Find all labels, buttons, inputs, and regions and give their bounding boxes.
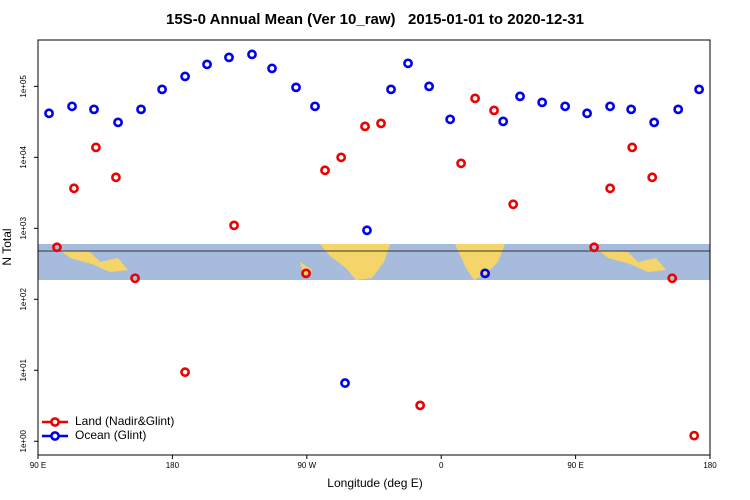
point [247, 49, 257, 60]
legend-label: Land (Nadir&Glint) [75, 414, 174, 428]
chart-title: 15S-0 Annual Mean (Ver 10_raw) 2015-01-0… [166, 11, 584, 28]
point [470, 93, 480, 104]
point [89, 104, 99, 115]
point [694, 84, 704, 95]
point [386, 84, 396, 95]
legend-label: Ocean (Glint) [75, 428, 146, 442]
x-axis-label: Longitude (deg E) [327, 476, 422, 490]
point [498, 116, 509, 127]
y-axis-label: N Total [0, 228, 14, 265]
point [336, 152, 347, 163]
legend-marker [50, 417, 60, 427]
y-tick-label: 1e+02 [19, 288, 28, 311]
point [537, 97, 548, 108]
point [157, 84, 167, 95]
point [689, 430, 700, 441]
plot-frame [37, 39, 711, 456]
legend-marker [50, 431, 60, 441]
point [647, 172, 658, 183]
x-tick-label: 180 [166, 461, 180, 470]
point [605, 101, 615, 112]
point [291, 82, 301, 93]
point [229, 220, 239, 231]
x-tick-label: 90 E [567, 461, 583, 470]
point [267, 63, 277, 74]
point [130, 273, 140, 284]
point [376, 118, 386, 129]
point [480, 268, 491, 279]
point [627, 142, 638, 153]
point [91, 142, 101, 153]
x-tick-label: 90 W [297, 461, 316, 470]
y-tick-label: 1e+01 [19, 358, 28, 381]
point [403, 58, 413, 69]
point [224, 52, 234, 63]
point [362, 225, 372, 236]
y-tick-label: 1e+05 [19, 75, 28, 98]
point [310, 101, 320, 112]
point [445, 114, 456, 125]
point [560, 101, 571, 112]
land-shapes [60, 244, 666, 280]
point [582, 108, 592, 119]
point [52, 242, 62, 253]
point [136, 104, 146, 115]
point [589, 242, 600, 253]
point [111, 172, 121, 183]
point [424, 81, 435, 92]
point [44, 108, 54, 119]
x-tick-label: 90 E [30, 461, 46, 470]
point [626, 104, 637, 115]
point [67, 101, 77, 112]
point [489, 105, 499, 116]
point [605, 183, 615, 194]
point [360, 121, 370, 132]
point [301, 268, 311, 279]
point [69, 183, 79, 194]
point [180, 71, 190, 82]
point [673, 104, 684, 115]
point [340, 378, 350, 388]
point [320, 165, 330, 176]
y-tick-label: 1e+04 [19, 146, 28, 169]
point [649, 117, 660, 128]
point [667, 273, 678, 284]
point [515, 91, 525, 102]
point [180, 367, 190, 378]
x-tick-label: 0 [439, 461, 444, 470]
point [415, 400, 426, 411]
point [456, 158, 466, 169]
point [113, 117, 123, 128]
y-tick-label: 1e+03 [19, 217, 28, 240]
point [202, 59, 212, 70]
point [508, 199, 519, 210]
x-tick-label: 180 [703, 461, 717, 470]
y-tick-label: 1e+00 [19, 429, 28, 452]
